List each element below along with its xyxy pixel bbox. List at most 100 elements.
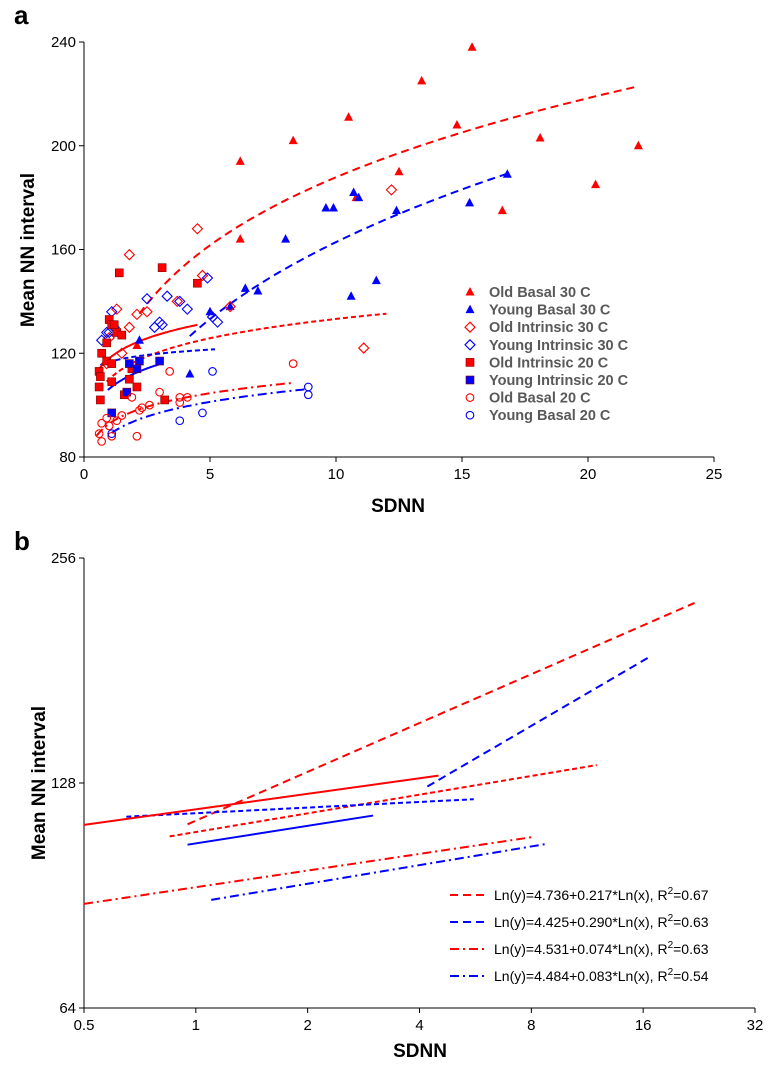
- panel-a-data-point: [97, 348, 106, 358]
- panel-a-data-point: [497, 205, 507, 215]
- panel-b-x-tick-label: 2: [303, 1017, 311, 1034]
- panel-a-legend-marker: [465, 375, 475, 385]
- panel-a-data-point: [96, 395, 105, 405]
- panel-b-y-tick-label: 64: [59, 1000, 76, 1017]
- panel-a-data-point: [171, 295, 184, 308]
- panel-a-data-point: [591, 179, 601, 189]
- panel-a-data-point: [110, 303, 123, 315]
- panel-a-legend-marker: [464, 321, 476, 333]
- panel-a-data-point: [107, 408, 117, 418]
- panel-a-data-point: [132, 382, 142, 392]
- panel-a-data-point: [321, 203, 331, 212]
- panel-a-fit-curve: [95, 323, 198, 374]
- panel-a-data-point: [97, 418, 106, 428]
- panel-a-plot: 0 5 10 15 20 25 80 120 160 200 240 Old Basal 30 C Yo…: [51, 34, 722, 483]
- panel-a-data-point: [303, 390, 313, 400]
- panel-a-y-tick-label: 120: [51, 345, 76, 362]
- panel-a-data-point: [117, 411, 127, 420]
- panel-a-data-point: [97, 437, 106, 446]
- panel-a-data-point: [346, 291, 356, 300]
- panel-a-legend-marker: [465, 287, 475, 296]
- panel-a-data-point: [175, 416, 185, 426]
- panel-a-data-point: [208, 367, 217, 376]
- panel-a-fit-curve: [111, 388, 309, 434]
- panel-a-data-point: [633, 140, 643, 150]
- panel-a-data-point: [132, 364, 142, 374]
- panel-a-data-point: [181, 303, 194, 315]
- panel-b-y-tick-label: 256: [51, 550, 76, 567]
- panel-a-data-point: [107, 431, 117, 441]
- panel-a-data-point: [107, 359, 117, 368]
- panel-a-data-point: [198, 408, 207, 418]
- panel-a-data-point: [225, 301, 235, 311]
- panel-a-data-point: [134, 335, 144, 344]
- panel-b-x-tick-label: 4: [415, 1017, 423, 1034]
- panel-a-data-point: [467, 42, 477, 51]
- panel-a-data-point: [185, 369, 195, 378]
- panel-a-legend-marker: [465, 410, 475, 420]
- panel-a-data-point: [165, 367, 175, 376]
- panel-a-x-tick-label: 25: [706, 466, 723, 483]
- panel-a-data-point: [349, 187, 359, 196]
- panel-b-y-tick-label: 128: [51, 775, 76, 792]
- panel-a-fit-curve: [95, 381, 294, 437]
- panel-b-x-tick-label: 16: [635, 1017, 652, 1034]
- panel-a-data-point: [240, 283, 250, 292]
- panel-b-fit-line: [426, 655, 652, 788]
- panel-a-data-point: [116, 347, 128, 360]
- panel-a-data-point: [452, 120, 462, 129]
- panel-b-x-tick-label: 0.5: [74, 1017, 95, 1034]
- panel-b-label: b: [14, 526, 30, 556]
- panel-a-data-point: [94, 429, 104, 439]
- panel-a-data-point: [344, 112, 354, 121]
- panel-a-data-point: [394, 166, 404, 176]
- panel-a-data-point: [288, 359, 298, 368]
- panel-a-data-point: [137, 403, 147, 413]
- panel-a-legend-marker: [465, 393, 475, 402]
- panel-a-x-tick-label: 20: [580, 466, 597, 483]
- panel-a-data-point: [191, 222, 204, 235]
- panel-a-data-point: [156, 318, 168, 331]
- panel-b-fit-line: [83, 774, 439, 826]
- panel-a-data-point: [173, 295, 186, 308]
- panel-a-x-tick-label: 5: [206, 466, 214, 483]
- panel-a-data-point: [153, 316, 166, 328]
- panel-a-x-tick-label: 15: [454, 466, 471, 483]
- panel-a-data-point: [125, 374, 134, 384]
- panel-b-fit-line: [83, 835, 534, 905]
- panel-b-fit-line: [126, 798, 474, 818]
- panel-b-legend-label: Ln(y)=4.425+0.290*Ln(x), R2=0.63: [494, 913, 709, 930]
- panel-a-data-point: [281, 234, 291, 243]
- panel-a-legend-label: Old Basal 30 C: [489, 285, 591, 301]
- panel-a-data-point: [502, 169, 512, 178]
- panel-a-xlabel: SDNN: [371, 496, 425, 517]
- panel-a-data-point: [102, 338, 111, 348]
- panel-a-data-point: [535, 132, 545, 142]
- panel-b-x-tick-label: 1: [192, 1017, 200, 1034]
- panel-a-data-point: [175, 398, 185, 407]
- panel-a-data-point: [205, 306, 215, 316]
- panel-a-data-point: [145, 400, 154, 410]
- panel-a-data-point: [96, 372, 105, 381]
- panel-a-data-point: [385, 184, 398, 196]
- panel-a-data-point: [235, 156, 245, 165]
- panel-a-data-point: [123, 248, 136, 261]
- panel-a-data-point: [127, 392, 137, 402]
- panel-a-fit-curve: [138, 85, 639, 315]
- panel-b-fit-line: [187, 814, 374, 846]
- panel-a-legend-label: Young Intrinsic 30 C: [489, 338, 629, 354]
- panel-b-x-tick-label: 32: [747, 1017, 764, 1034]
- panel-b-legend-label: Ln(y)=4.531+0.074*Ln(x), R2=0.63: [494, 940, 709, 957]
- panel-a-data-point: [141, 293, 153, 305]
- panel-a-data-point: [371, 275, 381, 285]
- panel-a-legend-marker: [464, 339, 476, 351]
- panel-b-ylabel: Mean NN interval: [29, 706, 50, 860]
- panel-a-fit-curve: [189, 172, 508, 337]
- panel-a-y-tick-label: 240: [51, 34, 76, 51]
- panel-a-y-tick-label: 200: [51, 138, 76, 155]
- panel-a-fit-curve: [107, 363, 160, 391]
- panel-a-legend-label: Young Basal 30 C: [489, 303, 611, 319]
- panel-a-y-tick-label: 160: [51, 242, 76, 259]
- panel-b-legend-label: Ln(y)=4.484+0.083*Ln(x), R2=0.54: [494, 967, 709, 984]
- panel-a-data-point: [211, 316, 224, 328]
